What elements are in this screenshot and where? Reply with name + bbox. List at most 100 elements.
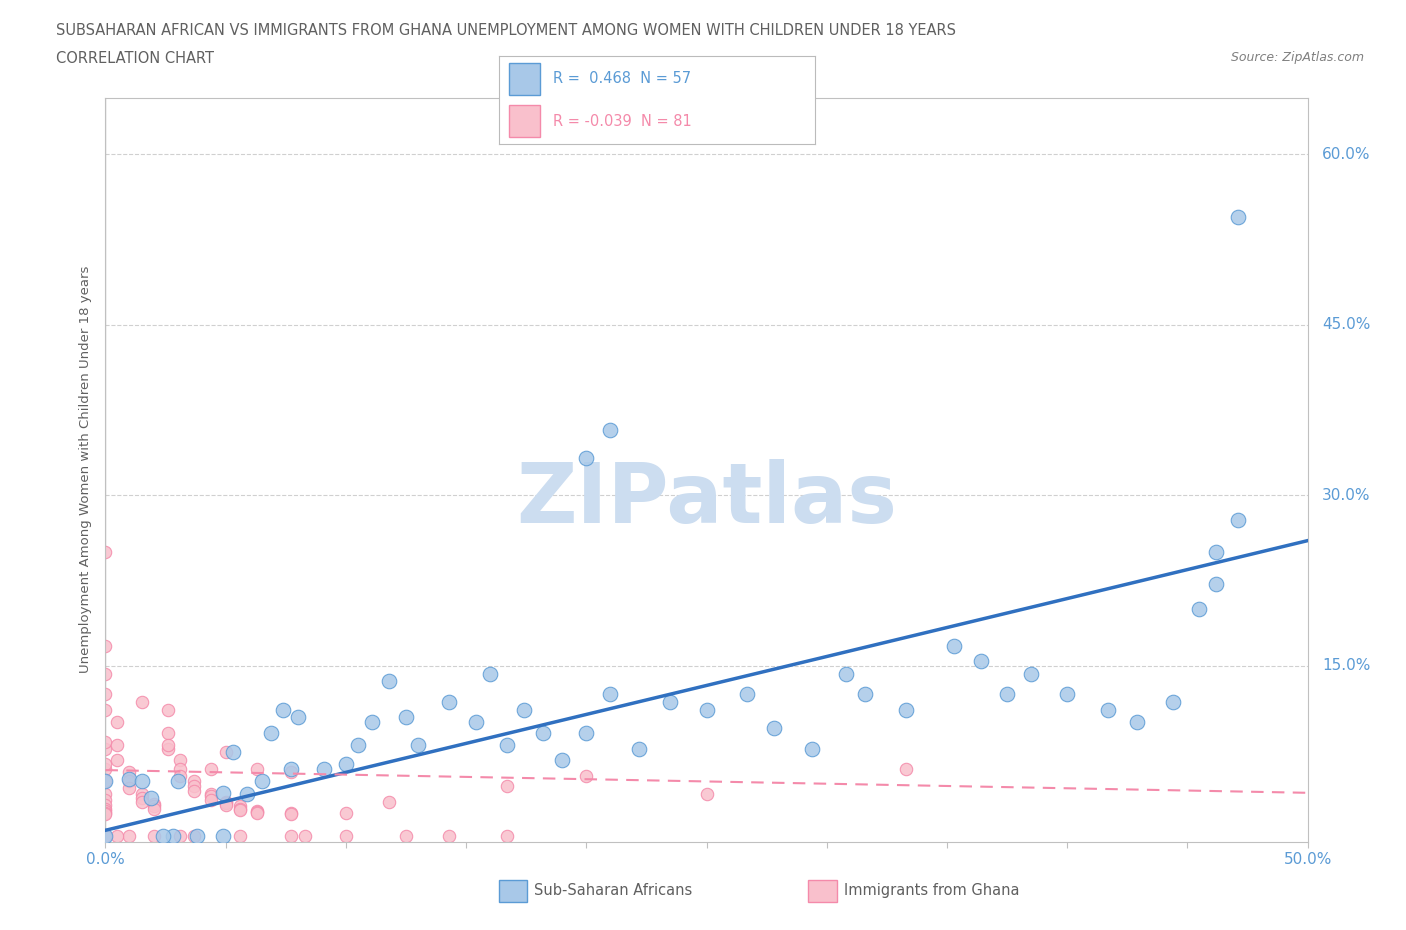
Point bbox=[156, 725, 179, 740]
Point bbox=[229, 803, 252, 817]
Point bbox=[280, 762, 302, 777]
Point bbox=[94, 805, 117, 820]
Point bbox=[142, 797, 165, 812]
Point bbox=[94, 757, 117, 772]
Point bbox=[280, 764, 302, 779]
Point bbox=[200, 787, 222, 802]
Point bbox=[200, 792, 222, 807]
FancyBboxPatch shape bbox=[509, 105, 540, 137]
Point bbox=[995, 686, 1018, 701]
Point bbox=[943, 639, 966, 654]
Point bbox=[131, 794, 153, 809]
Point bbox=[169, 752, 191, 767]
Point bbox=[169, 768, 191, 783]
Point bbox=[183, 774, 205, 789]
Point bbox=[139, 791, 162, 806]
Point bbox=[222, 745, 245, 760]
Point bbox=[142, 799, 165, 814]
Point bbox=[696, 702, 718, 717]
Point bbox=[969, 654, 991, 669]
Point bbox=[335, 829, 357, 844]
Point bbox=[156, 737, 179, 752]
Point bbox=[131, 791, 153, 806]
Point bbox=[229, 829, 252, 844]
Point bbox=[762, 721, 785, 736]
Text: Source: ZipAtlas.com: Source: ZipAtlas.com bbox=[1230, 51, 1364, 64]
Point bbox=[183, 778, 205, 793]
Point bbox=[347, 737, 370, 752]
Point bbox=[314, 762, 336, 777]
Point bbox=[479, 666, 502, 681]
Point bbox=[94, 702, 117, 717]
Point bbox=[406, 737, 429, 752]
Point bbox=[280, 805, 302, 820]
Point bbox=[118, 764, 141, 779]
Text: R =  0.468  N = 57: R = 0.468 N = 57 bbox=[553, 72, 690, 86]
Point bbox=[287, 710, 309, 724]
Point bbox=[156, 702, 179, 717]
Point bbox=[894, 702, 917, 717]
Point bbox=[107, 752, 129, 767]
Point bbox=[94, 639, 117, 654]
Point bbox=[246, 805, 269, 820]
Point bbox=[94, 829, 117, 844]
Text: 15.0%: 15.0% bbox=[1322, 658, 1371, 673]
Point bbox=[246, 804, 269, 819]
Point bbox=[214, 745, 236, 760]
Point bbox=[496, 829, 519, 844]
Point bbox=[94, 798, 117, 813]
Point bbox=[183, 783, 205, 798]
Point bbox=[118, 774, 141, 789]
Point bbox=[1226, 209, 1249, 224]
Point bbox=[94, 741, 117, 756]
Point bbox=[378, 794, 401, 809]
Point bbox=[166, 774, 188, 789]
Point bbox=[395, 829, 418, 844]
Text: 45.0%: 45.0% bbox=[1322, 317, 1371, 332]
Point bbox=[94, 666, 117, 681]
Point bbox=[162, 829, 184, 844]
Point bbox=[94, 762, 117, 777]
Text: R = -0.039  N = 81: R = -0.039 N = 81 bbox=[553, 113, 692, 128]
Point bbox=[131, 774, 153, 789]
Point bbox=[361, 715, 384, 730]
Point bbox=[94, 807, 117, 822]
Point bbox=[378, 674, 401, 689]
Point bbox=[853, 686, 876, 701]
Point bbox=[107, 715, 129, 730]
Point bbox=[169, 762, 191, 777]
Text: Immigrants from Ghana: Immigrants from Ghana bbox=[844, 884, 1019, 898]
Point bbox=[94, 545, 117, 560]
Text: ZIPatlas: ZIPatlas bbox=[516, 458, 897, 540]
Point bbox=[1205, 545, 1227, 560]
Point bbox=[280, 829, 302, 844]
Point bbox=[659, 695, 682, 710]
Point bbox=[395, 710, 418, 724]
Point bbox=[1161, 695, 1184, 710]
Point bbox=[212, 785, 235, 800]
Text: 30.0%: 30.0% bbox=[1322, 487, 1371, 503]
Point bbox=[214, 794, 236, 809]
Point bbox=[94, 804, 117, 818]
Point bbox=[186, 829, 208, 844]
Point bbox=[575, 725, 598, 740]
Point bbox=[246, 762, 269, 777]
Point bbox=[183, 829, 205, 844]
Point bbox=[260, 725, 283, 740]
Point bbox=[1226, 512, 1249, 527]
Point bbox=[236, 787, 259, 802]
Point bbox=[214, 798, 236, 813]
FancyBboxPatch shape bbox=[509, 63, 540, 95]
Point bbox=[801, 741, 824, 756]
Point bbox=[152, 829, 174, 844]
Point bbox=[94, 787, 117, 802]
Point bbox=[200, 762, 222, 777]
Point bbox=[335, 805, 357, 820]
Y-axis label: Unemployment Among Women with Children Under 18 years: Unemployment Among Women with Children U… bbox=[79, 266, 93, 673]
Point bbox=[496, 737, 519, 752]
Text: CORRELATION CHART: CORRELATION CHART bbox=[56, 51, 214, 66]
Point bbox=[118, 772, 141, 787]
Point bbox=[835, 666, 858, 681]
Point bbox=[214, 795, 236, 810]
Point bbox=[94, 802, 117, 817]
